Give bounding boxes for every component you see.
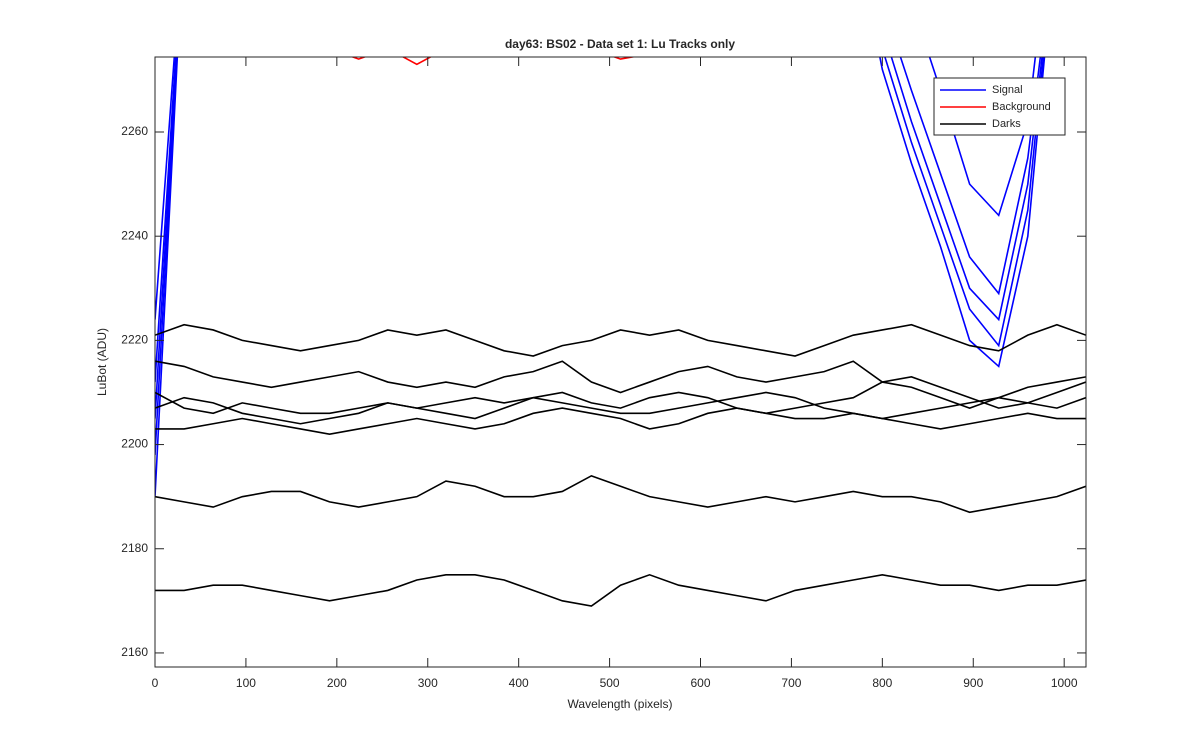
data-line <box>155 57 1037 320</box>
x-tick-label: 800 <box>872 676 892 690</box>
y-axis-label: LuBot (ADU) <box>95 328 109 396</box>
legend-label: Signal <box>992 84 1023 96</box>
y-tick-label: 2260 <box>121 124 148 138</box>
axes: 0 100 200 300 400 500 600 700 800 900 1000 2160 2180… <box>121 56 1087 690</box>
data-line <box>155 57 1043 419</box>
x-tick-label: 1000 <box>1051 676 1078 690</box>
x-tick-label: 100 <box>236 676 256 690</box>
data-line <box>350 57 637 66</box>
x-axis-label: Wavelength (pixels) <box>568 697 673 711</box>
data-line <box>155 573 1086 607</box>
plot-frame <box>154 56 1087 668</box>
x-tick-label: 700 <box>781 676 801 690</box>
data-line <box>155 57 1045 456</box>
chart-title: day63: BS02 - Data set 1: Lu Tracks only <box>505 37 735 51</box>
data-line <box>155 323 1086 357</box>
y-tick-label: 2220 <box>121 333 148 347</box>
legend-label: Background <box>992 101 1051 113</box>
x-tick-label: 300 <box>418 676 438 690</box>
data-line <box>155 474 1086 514</box>
data-line <box>155 376 1086 415</box>
data-line <box>155 407 1086 435</box>
data-line <box>155 360 1086 409</box>
legend-label: Darks <box>992 118 1021 130</box>
plot-lines <box>155 57 1086 607</box>
x-tick-label: 900 <box>963 676 983 690</box>
data-line <box>155 391 1086 425</box>
x-tick-label: 200 <box>327 676 347 690</box>
legend: Signal Background Darks <box>933 77 1066 136</box>
y-tick-label: 2200 <box>121 437 148 451</box>
x-tick-label: 500 <box>600 676 620 690</box>
x-tick-label: 400 <box>509 676 529 690</box>
y-tick-label: 2160 <box>121 645 148 659</box>
y-tick-label: 2180 <box>121 541 148 555</box>
data-line <box>155 57 1042 383</box>
x-tick-label: 600 <box>690 676 710 690</box>
data-line <box>155 57 1046 497</box>
y-tick-label: 2240 <box>121 228 148 242</box>
x-tick-label: 0 <box>152 676 159 690</box>
